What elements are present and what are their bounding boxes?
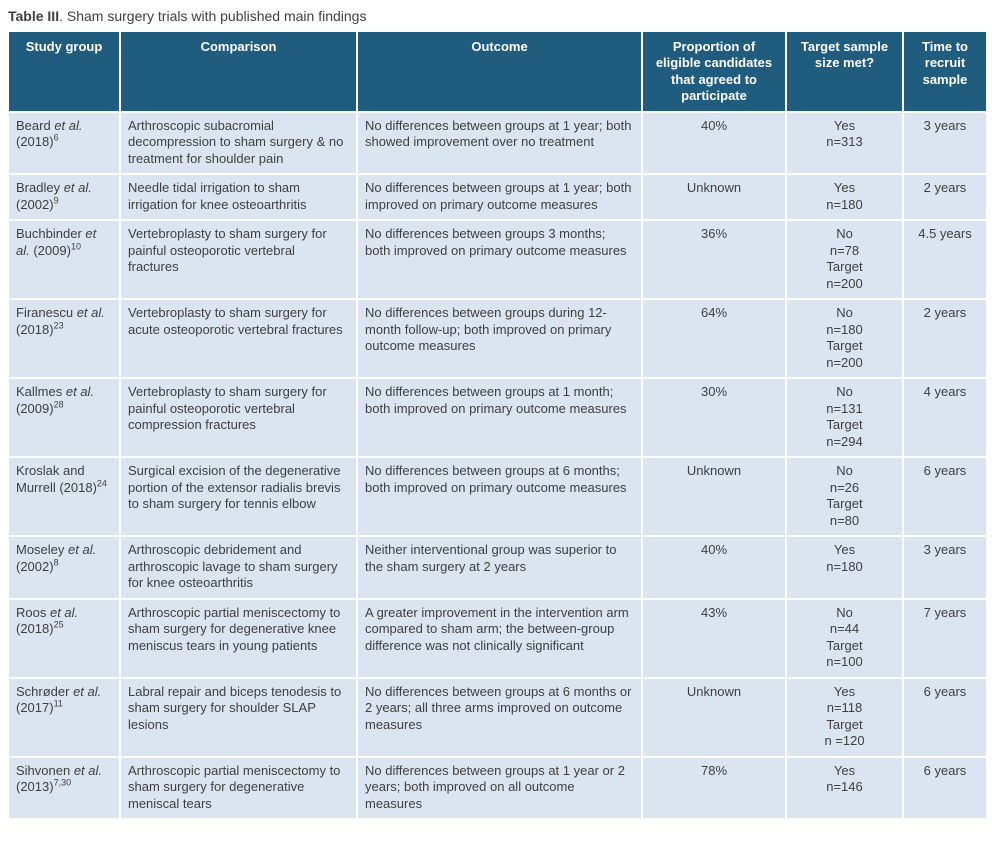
header-row: Study group Comparison Outcome Proportion o… xyxy=(7,29,988,113)
outcome-cell: A greater improvement in the interventio… xyxy=(356,597,643,679)
target-cell: No n=26 Target n=80 xyxy=(785,456,904,538)
proportion-cell: Unknown xyxy=(641,173,787,222)
column-header-3: Outcome xyxy=(356,29,643,113)
proportion-cell: 78% xyxy=(641,755,787,821)
table-row: Kallmes et al. (2009)28 Vertebroplasty to… xyxy=(7,377,988,459)
comparison-cell: Arthroscopic partial meniscectomy to sha… xyxy=(119,597,358,679)
target-cell: Yes n=180 xyxy=(785,535,904,600)
study-cell: Buchbinder et al. (2009)10 xyxy=(7,219,121,301)
comparison-cell: Surgical excision of the degenerative po… xyxy=(119,456,358,538)
outcome-cell: No differences between groups at 1 month… xyxy=(356,377,643,459)
comparison-cell: Labral repair and biceps tenodesis to sh… xyxy=(119,676,358,758)
study-cell: Bradley et al. (2002)9 xyxy=(7,173,121,222)
time-cell: 6 years xyxy=(902,456,988,538)
outcome-cell: No differences between groups at 6 month… xyxy=(356,676,643,758)
column-header-1: Study group xyxy=(7,29,121,113)
target-cell: Yes n=313 xyxy=(785,110,904,176)
target-cell: No n=180 Target n=200 xyxy=(785,298,904,380)
time-cell: 6 years xyxy=(902,755,988,821)
table-row: Buchbinder et al. (2009)10 Vertebroplasty… xyxy=(7,219,988,301)
table-row: Schrøder et al. (2017)11 Labral repair an… xyxy=(7,676,988,758)
outcome-cell: No differences between groups during 12-… xyxy=(356,298,643,380)
comparison-cell: Arthroscopic partial meniscectomy to sha… xyxy=(119,755,358,821)
comparison-cell: Needle tidal irrigation to sham irrigati… xyxy=(119,173,358,222)
time-cell: 4.5 years xyxy=(902,219,988,301)
target-cell: Yes n=180 xyxy=(785,173,904,222)
target-cell: No n=78 Target n=200 xyxy=(785,219,904,301)
study-cell: Firanescu et al. (2018)23 xyxy=(7,298,121,380)
study-cell: Kroslak and Murrell (2018)24 xyxy=(7,456,121,538)
proportion-cell: 40% xyxy=(641,535,787,600)
proportion-cell: 30% xyxy=(641,377,787,459)
time-cell: 2 years xyxy=(902,173,988,222)
comparison-cell: Arthroscopic debridement and arthroscopi… xyxy=(119,535,358,600)
study-cell: Kallmes et al. (2009)28 xyxy=(7,377,121,459)
time-cell: 7 years xyxy=(902,597,988,679)
proportion-cell: Unknown xyxy=(641,456,787,538)
table-title-label: Table III xyxy=(8,8,60,24)
sham-surgery-trials-table: Study group Comparison Outcome Proportion o… xyxy=(7,29,988,821)
proportion-cell: 64% xyxy=(641,298,787,380)
table-body: Beard et al. (2018)6 Arthroscopic subacro… xyxy=(7,110,988,821)
outcome-cell: No differences between groups at 1 year … xyxy=(356,755,643,821)
comparison-cell: Vertebroplasty to sham surgery for acute… xyxy=(119,298,358,380)
study-cell: Roos et al. (2018)25 xyxy=(7,597,121,679)
table-row: Sihvonen et al. (2013)7,30 Arthroscopic p… xyxy=(7,755,988,821)
comparison-cell: Arthroscopic subacromial decompression t… xyxy=(119,110,358,176)
proportion-cell: Unknown xyxy=(641,676,787,758)
target-cell: Yes n=146 xyxy=(785,755,904,821)
table-row: Kroslak and Murrell (2018)24 Surgical exc… xyxy=(7,456,988,538)
target-cell: No n=131 Target n=294 xyxy=(785,377,904,459)
time-cell: 6 years xyxy=(902,676,988,758)
column-header-2: Comparison xyxy=(119,29,358,113)
target-cell: No n=44 Target n=100 xyxy=(785,597,904,679)
outcome-cell: No differences between groups at 1 year;… xyxy=(356,173,643,222)
target-cell: Yes n=118 Target n =120 xyxy=(785,676,904,758)
proportion-cell: 43% xyxy=(641,597,787,679)
study-cell: Moseley et al. (2002)8 xyxy=(7,535,121,600)
comparison-cell: Vertebroplasty to sham surgery for painf… xyxy=(119,377,358,459)
table-row: Beard et al. (2018)6 Arthroscopic subacro… xyxy=(7,110,988,176)
table-row: Roos et al. (2018)25 Arthroscopic partial… xyxy=(7,597,988,679)
table-row: Firanescu et al. (2018)23 Vertebroplasty … xyxy=(7,298,988,380)
outcome-cell: No differences between groups at 1 year;… xyxy=(356,110,643,176)
proportion-cell: 40% xyxy=(641,110,787,176)
table-title-text: . Sham surgery trials with published mai… xyxy=(59,8,367,24)
study-cell: Schrøder et al. (2017)11 xyxy=(7,676,121,758)
proportion-cell: 36% xyxy=(641,219,787,301)
column-header-5: Target sample size met? xyxy=(785,29,904,113)
time-cell: 4 years xyxy=(902,377,988,459)
column-header-4: Proportion of eligible candidates that a… xyxy=(641,29,787,113)
outcome-cell: No differences between groups 3 months; … xyxy=(356,219,643,301)
outcome-cell: Neither interventional group was superio… xyxy=(356,535,643,600)
time-cell: 2 years xyxy=(902,298,988,380)
column-header-6: Time to recruit sample xyxy=(902,29,988,113)
time-cell: 3 years xyxy=(902,535,988,600)
comparison-cell: Vertebroplasty to sham surgery for painf… xyxy=(119,219,358,301)
outcome-cell: No differences between groups at 6 month… xyxy=(356,456,643,538)
study-cell: Beard et al. (2018)6 xyxy=(7,110,121,176)
table-row: Bradley et al. (2002)9 Needle tidal irrig… xyxy=(7,173,988,222)
table-row: Moseley et al. (2002)8 Arthroscopic debri… xyxy=(7,535,988,600)
time-cell: 3 years xyxy=(902,110,988,176)
table-title: Table III. Sham surgery trials with publ… xyxy=(8,8,986,25)
study-cell: Sihvonen et al. (2013)7,30 xyxy=(7,755,121,821)
